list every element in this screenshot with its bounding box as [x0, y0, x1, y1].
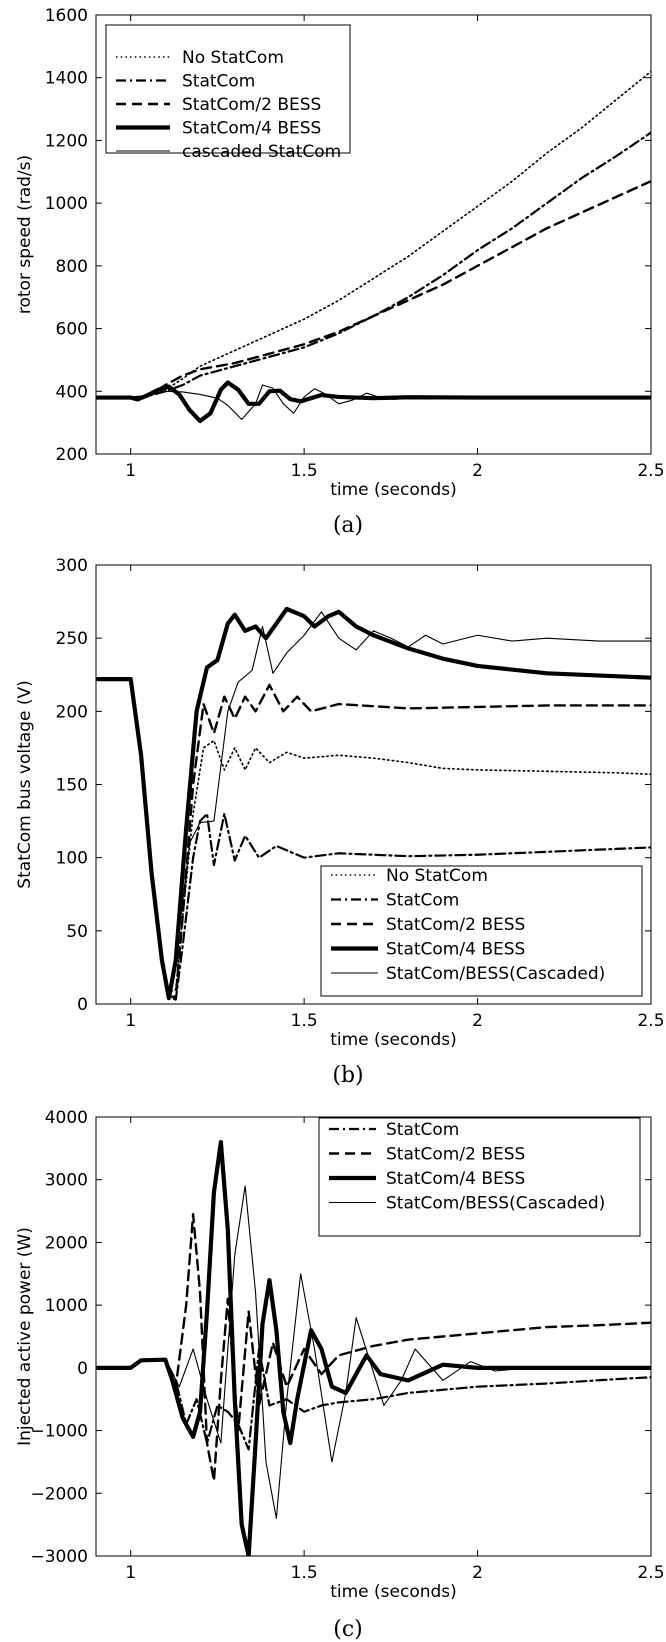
x-tick-label: 2	[472, 1011, 483, 1031]
y-tick-label: 0	[77, 995, 88, 1015]
y-tick-label: 1200	[45, 131, 88, 151]
series-line-statcom-4-bess	[96, 1139, 651, 1556]
y-tick-label: 1000	[45, 1296, 88, 1316]
chart-panel-2: 1 1.5 2 2.5 0 50 100 150 200 250 300 time (seconds)…	[15, 556, 665, 1088]
y-tick-label: 3000	[45, 1171, 88, 1191]
figure-caption: (c)	[333, 1617, 363, 1642]
legend-label: StatCom/4 BESS	[386, 1169, 525, 1189]
legend-box	[320, 865, 643, 997]
series-line-cascaded-statcom	[96, 384, 651, 421]
y-tick-label: 250	[56, 629, 88, 649]
legend-label: StatCom/4 BESS	[386, 940, 525, 960]
y-tick-label: 50	[66, 922, 88, 942]
y-tick-label: 0	[77, 1359, 88, 1379]
legend: No StatCom StatCom StatCom/2 BESS StatCom/4…	[105, 24, 351, 162]
x-tick-label: 1	[125, 461, 136, 481]
y-tick-label: 100	[56, 849, 88, 869]
x-tick-label: 2.5	[637, 1011, 664, 1031]
legend-label: StatCom/4 BESS	[182, 119, 321, 139]
legend-label: StatCom	[386, 1120, 459, 1140]
legend: No StatCom StatCom StatCom/2 BESS StatCom/4…	[320, 865, 643, 997]
x-tick-label: 1	[125, 1563, 136, 1583]
legend-label: No StatCom	[182, 48, 284, 68]
series-line-statcom-bess-cascaded-	[96, 1185, 651, 1519]
y-tick-label: 800	[56, 257, 88, 277]
y-tick-label: 200	[56, 702, 88, 722]
y-tick-label: 600	[56, 320, 88, 340]
plot-frame	[95, 14, 652, 455]
x-axis-label: time (seconds)	[330, 1030, 457, 1050]
x-tick-label: 2	[472, 461, 483, 481]
x-tick-label: 1.5	[291, 1563, 318, 1583]
legend-label: StatCom/BESS(Cascaded)	[386, 1194, 605, 1214]
series-line-statcom-bess-cascaded-	[96, 611, 651, 999]
y-tick-label: 300	[56, 556, 88, 576]
y-tick-label: −2000	[30, 1484, 88, 1504]
series-line-statcom-2-bess	[96, 1213, 651, 1482]
y-tick-label: 2000	[45, 1233, 88, 1253]
y-axis-label: Injected active power (W)	[15, 1227, 35, 1446]
x-axis-label: time (seconds)	[330, 480, 457, 500]
y-tick-label: −3000	[30, 1547, 88, 1567]
figure-caption: (a)	[333, 513, 363, 538]
legend-label: StatCom	[182, 72, 255, 92]
y-tick-label: 4000	[45, 1108, 88, 1128]
series-line-statcom-4-bess	[96, 380, 651, 424]
x-tick-label: 2	[472, 1563, 483, 1583]
x-tick-label: 1.5	[291, 1011, 318, 1031]
series-line-statcom	[96, 131, 651, 399]
series-line-statcom-2-bess	[96, 179, 651, 399]
legend-label: cascaded StatCom	[182, 142, 341, 162]
figure-caption: (b)	[332, 1063, 363, 1088]
plot-frame	[95, 1116, 652, 1557]
y-axis-label: StatCom bus voltage (V)	[15, 680, 35, 888]
chart-panel-3: 1 1.5 2 2.5 −3000 −2000 −1000 0 1000 2000 3000 4000…	[15, 1108, 665, 1642]
legend-label: StatCom/2 BESS	[386, 915, 525, 935]
chart-panel-1: 1 1.5 2 2.5 200 400 600 800 1000 1200 1400 1600 time…	[15, 6, 665, 538]
y-axis-label: rotor speed (rad/s)	[15, 155, 35, 314]
y-tick-label: 1000	[45, 194, 88, 214]
legend-label: No StatCom	[386, 866, 488, 886]
legend-label: StatCom/2 BESS	[182, 95, 321, 115]
series-line-statcom	[96, 1347, 651, 1451]
y-tick-label: 400	[56, 382, 88, 402]
legend: StatCom StatCom/2 BESS StatCom/4 BESS StatC…	[318, 1117, 641, 1237]
x-axis-label: time (seconds)	[330, 1582, 457, 1602]
legend-label: StatCom	[386, 891, 459, 911]
y-tick-label: 1600	[45, 6, 88, 26]
y-tick-label: 200	[56, 445, 88, 465]
x-tick-label: 2.5	[637, 1563, 664, 1583]
series-line-no-statcom	[96, 678, 651, 994]
y-tick-label: 1400	[45, 69, 88, 89]
y-tick-label: −1000	[30, 1422, 88, 1442]
legend-label: StatCom/2 BESS	[386, 1145, 525, 1165]
y-tick-label: 150	[56, 776, 88, 796]
legend-box	[105, 24, 351, 154]
legend-label: StatCom/BESS(Cascaded)	[386, 964, 605, 984]
x-tick-label: 1	[125, 1011, 136, 1031]
x-tick-label: 2.5	[637, 461, 664, 481]
x-tick-label: 1.5	[291, 461, 318, 481]
